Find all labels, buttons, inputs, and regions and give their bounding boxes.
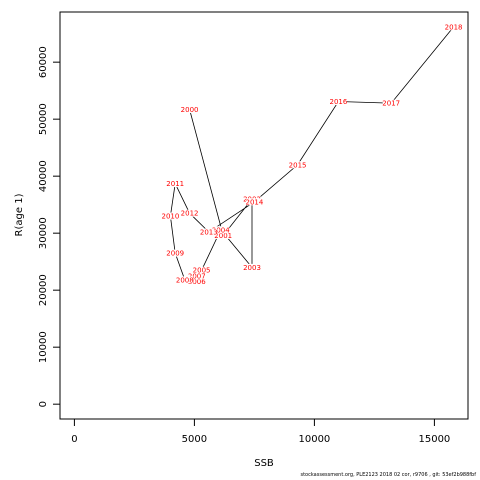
x-tick-label: 5000 bbox=[182, 434, 207, 445]
y-tick-label: 20000 bbox=[38, 274, 49, 306]
point-label-background bbox=[445, 23, 463, 31]
point-label-2017: 2017 bbox=[382, 100, 400, 108]
plot-frame bbox=[59, 11, 469, 420]
y-tick-label: 30000 bbox=[38, 217, 49, 249]
footer-text: stockassessment.org, PLE2123 2018 02 cor… bbox=[300, 472, 476, 478]
point-label-2015: 2015 bbox=[289, 161, 307, 169]
point-label-background bbox=[193, 266, 211, 274]
point-label-2003: 2003 bbox=[243, 264, 261, 272]
y-axis-title: R(age 1) bbox=[14, 193, 25, 236]
point-label-2010: 2010 bbox=[161, 213, 179, 221]
point-label-2013: 2013 bbox=[200, 229, 218, 237]
point-label-background bbox=[166, 180, 184, 188]
y-tick-label: 60000 bbox=[38, 46, 49, 78]
series-line bbox=[169, 26, 454, 282]
point-label-background bbox=[329, 97, 347, 105]
point-label-2016: 2016 bbox=[329, 98, 347, 106]
point-label-2012: 2012 bbox=[181, 210, 199, 218]
point-label-background bbox=[382, 99, 400, 107]
x-tick-label: 10000 bbox=[298, 434, 330, 445]
point-label-2011: 2011 bbox=[166, 180, 184, 188]
x-axis: 0 5000 10000 15000 bbox=[71, 418, 450, 445]
point-label-2005: 2005 bbox=[193, 267, 211, 275]
point-label-2006: 2006 bbox=[188, 278, 206, 286]
y-axis: 0 10000 20000 30000 40000 50000 60000 bbox=[38, 46, 61, 407]
point-label-background bbox=[181, 209, 199, 217]
point-label-background bbox=[200, 228, 218, 236]
point-label-2004: 2004 bbox=[212, 226, 230, 234]
point-label-2018: 2018 bbox=[445, 23, 463, 31]
y-tick-label: 10000 bbox=[38, 331, 49, 363]
y-tick-label: 40000 bbox=[38, 160, 49, 192]
point-label-background bbox=[214, 231, 232, 239]
point-label-2008: 2008 bbox=[176, 276, 194, 284]
point-label-background bbox=[188, 278, 206, 286]
x-axis-title: SSB bbox=[254, 458, 274, 469]
point-label-background bbox=[245, 198, 263, 206]
point-label-2001: 2001 bbox=[214, 232, 232, 240]
y-tick-label: 0 bbox=[38, 401, 49, 407]
point-label-background bbox=[212, 226, 230, 234]
point-label-2000: 2000 bbox=[181, 106, 199, 114]
point-label-background bbox=[289, 161, 307, 169]
point-label-background bbox=[188, 272, 206, 280]
y-tick-label: 50000 bbox=[38, 103, 49, 135]
x-tick-label: 15000 bbox=[418, 434, 450, 445]
data-labels: 2000200120022003200420052006200720082009… bbox=[161, 23, 463, 286]
point-label-background bbox=[166, 249, 184, 257]
point-label-2007: 2007 bbox=[188, 272, 206, 280]
point-label-2009: 2009 bbox=[166, 250, 184, 258]
x-tick-label: 0 bbox=[71, 434, 77, 445]
point-label-background bbox=[181, 105, 199, 113]
point-label-background bbox=[161, 212, 179, 220]
point-label-background bbox=[243, 263, 261, 271]
point-label-2014: 2014 bbox=[245, 198, 263, 206]
data-series bbox=[169, 26, 454, 282]
point-label-background bbox=[176, 276, 194, 284]
